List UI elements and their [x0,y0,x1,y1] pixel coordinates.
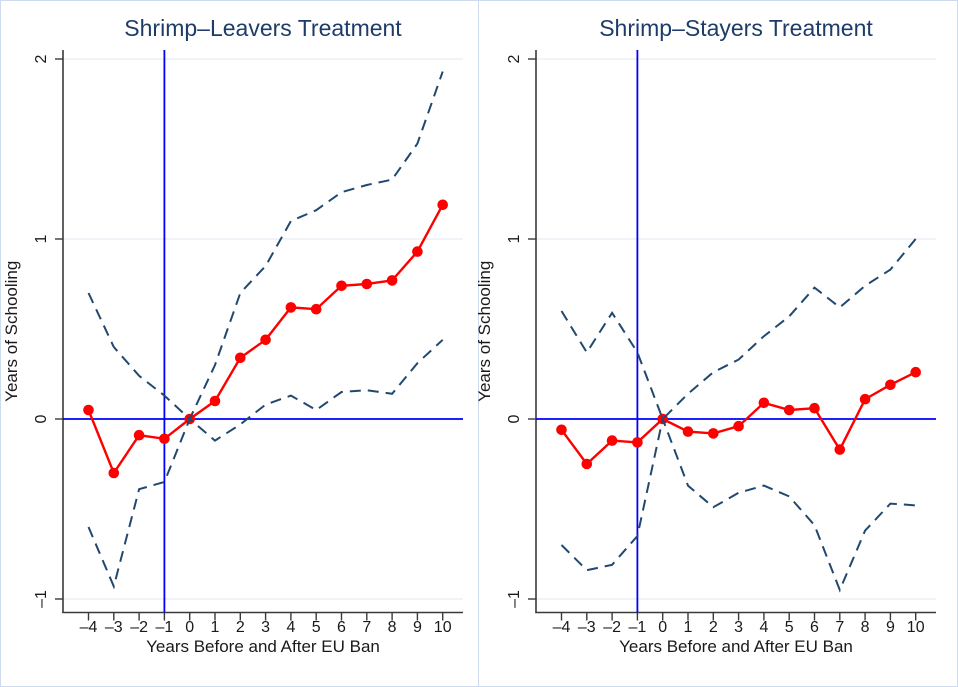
y-axis-title: Years of Schooling [2,261,21,402]
panel-title: Shrimp–Stayers Treatment [599,15,873,41]
estimate-marker [758,397,770,409]
y-tick-label: 1 [33,234,50,243]
estimate-marker [834,444,846,455]
estimate-marker [809,402,820,414]
x-tick-label: 0 [658,619,667,636]
x-tick-label: –1 [629,619,647,636]
ci_upper-line [560,238,917,421]
x-tick-label: –1 [156,619,174,636]
estimate-marker [412,246,423,257]
x-tick-label: –3 [578,619,596,636]
x-tick-label: 10 [434,619,452,636]
y-tick-label: –1 [506,590,523,608]
x-axis-title: Years Before and After EU Ban [146,637,380,656]
x-tick-label: –4 [80,619,98,636]
estimate-marker [783,404,795,416]
panel-title: Shrimp–Leavers Treatment [124,15,402,41]
estimate-marker [260,334,271,346]
x-tick-label: 10 [907,619,925,636]
x-tick-label: 6 [810,619,819,636]
y-tick-label: 2 [33,54,50,63]
estimate-marker [336,280,347,292]
estimate-marker [310,303,322,315]
x-tick-label: 8 [861,619,870,636]
x-tick-label: 5 [785,619,794,636]
y-tick-label: 0 [33,414,50,423]
estimate-marker [556,424,567,436]
y-tick-label: 2 [506,54,523,63]
estimate-marker [910,366,921,378]
x-tick-label: 5 [312,619,321,636]
x-tick-label: 0 [185,619,194,636]
y-tick-label: –1 [33,590,50,608]
estimate-marker [386,275,398,286]
estimate-marker [361,278,373,290]
x-tick-label: 7 [835,619,844,636]
estimate-marker [437,199,449,211]
estimate-marker [733,420,744,432]
x-tick-label: 2 [236,619,245,636]
estimate-marker [285,302,297,313]
x-tick-label: 6 [337,619,346,636]
estimate-marker [83,404,94,416]
x-tick-label: 7 [362,619,371,636]
estimate-marker [885,379,896,391]
x-tick-label: –2 [130,619,148,636]
x-tick-label: –2 [603,619,621,636]
estimate-marker [682,426,694,437]
x-tick-label: 1 [684,619,693,636]
estimate-marker [235,352,246,364]
x-tick-label: –3 [105,619,123,636]
ci_lower-line [560,415,916,593]
estimate-marker [581,458,593,470]
estimate-marker [209,395,221,407]
x-tick-label: 4 [759,619,768,636]
estimate-marker [632,437,643,448]
estimate-marker [108,467,120,479]
estimate-marker [159,433,170,445]
x-tick-label: 8 [388,619,397,636]
x-tick-label: 3 [261,619,270,636]
x-tick-label: 1 [211,619,220,636]
x-tick-label: 3 [734,619,743,636]
x-tick-label: 2 [709,619,718,636]
estimate-marker [606,435,618,446]
ci_upper-line [87,71,444,421]
y-tick-label: 0 [506,414,523,423]
x-tick-label: 9 [886,619,895,636]
y-tick-label: 1 [506,234,523,243]
y-axis-title: Years of Schooling [475,261,494,402]
x-axis-title: Years Before and After EU Ban [619,637,853,656]
estimate-marker [708,428,719,439]
estimate-marker [859,393,871,405]
estimate-marker [133,429,145,441]
x-tick-label: –4 [553,619,571,636]
x-tick-label: 4 [286,619,295,636]
x-tick-label: 9 [413,619,422,636]
